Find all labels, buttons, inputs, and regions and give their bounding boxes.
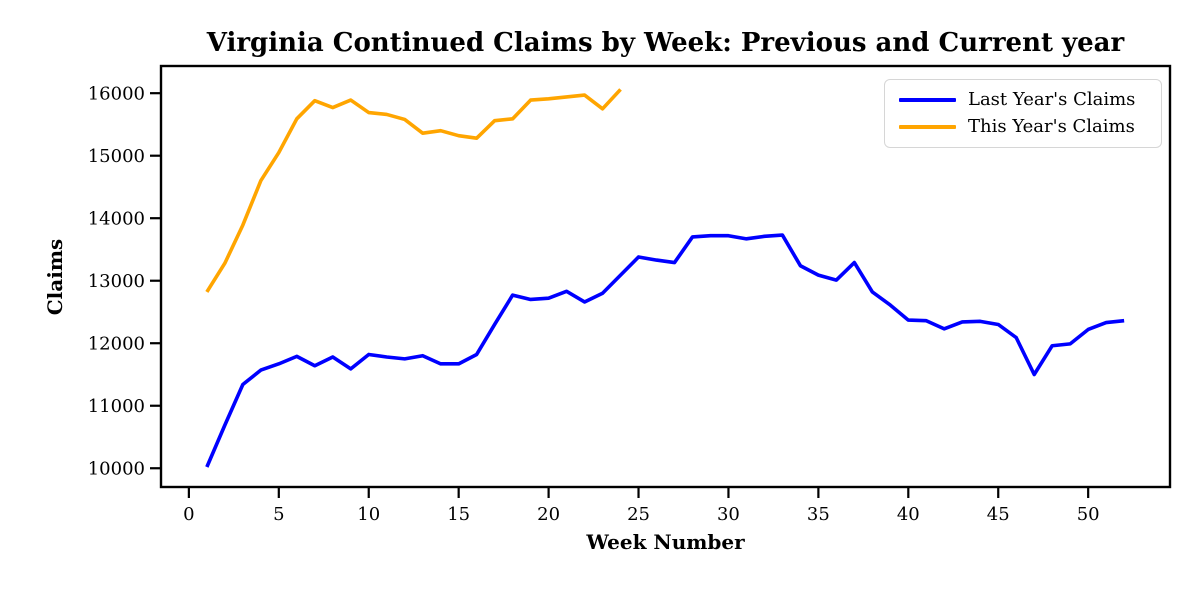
x-tick-label: 20 (537, 504, 560, 525)
legend-item-this-year: This Year's Claims (899, 115, 1147, 137)
x-tick-label: 45 (987, 504, 1010, 525)
y-tick-label: 10000 (88, 459, 145, 480)
x-tick-label: 15 (447, 504, 470, 525)
x-tick-label: 5 (273, 504, 284, 525)
x-tick-label: 40 (897, 504, 920, 525)
legend-line-this-year (899, 124, 956, 129)
x-axis-label: Week Number (586, 530, 745, 554)
y-tick-label: 11000 (88, 396, 145, 417)
y-tick-label: 15000 (88, 146, 145, 167)
chart-title: Virginia Continued Claims by Week: Previ… (206, 28, 1125, 58)
y-tick-label: 12000 (88, 334, 145, 355)
legend-label-last-year: Last Year's Claims (968, 89, 1136, 111)
x-tick-label: 50 (1077, 504, 1100, 525)
legend-label-this-year: This Year's Claims (968, 115, 1135, 137)
x-tick-label: 25 (627, 504, 650, 525)
x-tick-label: 30 (717, 504, 740, 525)
x-tick-label: 35 (807, 504, 830, 525)
x-tick-label: 0 (183, 504, 194, 525)
legend-item-last-year: Last Year's Claims (899, 91, 1147, 109)
y-tick-label: 13000 (88, 271, 145, 292)
y-tick-label: 16000 (88, 84, 145, 105)
x-tick-label: 10 (357, 504, 380, 525)
line-last-year (205, 233, 1125, 468)
y-tick-label: 14000 (88, 209, 145, 230)
axes-frame (159, 64, 1172, 489)
legend-line-last-year (899, 98, 956, 103)
line-this-year (205, 88, 622, 293)
legend: Last Year's Claims This Year's Claims (884, 79, 1162, 148)
y-axis-label: Claims (43, 238, 67, 316)
